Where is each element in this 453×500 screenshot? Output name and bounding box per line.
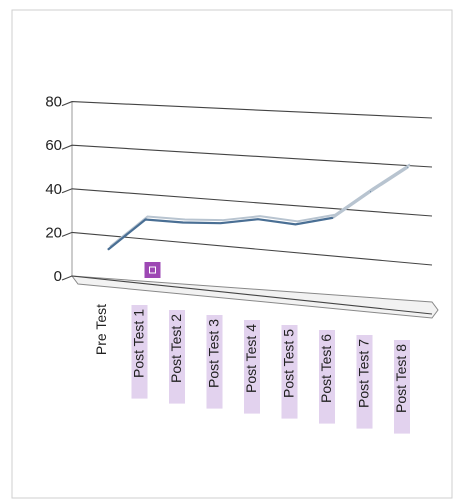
plot-area [61, 101, 439, 319]
x-tick-label: Post Test 8 [393, 344, 409, 413]
y-tick-label: 20 [45, 224, 62, 241]
data-point-5 [295, 223, 296, 225]
gridline-3 [61, 144, 433, 168]
y-tick-label: 0 [54, 268, 62, 285]
y-axis-tick-labels: 0 20 40 60 80 [45, 94, 62, 285]
data-point-2 [182, 222, 184, 224]
x-tick-highlight [281, 325, 298, 419]
x-tick-label: Post Test 6 [318, 334, 334, 403]
chart-border [11, 9, 453, 499]
x-tick-highlight [319, 330, 335, 424]
x-tick-highlight [244, 320, 260, 414]
data-point-3 [220, 222, 221, 224]
x-tick-label: Post Test 1 [131, 309, 147, 378]
x-tick-highlight [169, 310, 185, 404]
y-tick-label: 80 [45, 94, 62, 111]
series-ribbon-edge [109, 163, 411, 248]
x-tick-label: Post Test 2 [168, 314, 184, 383]
x-tick-label: Post Test 5 [281, 329, 297, 398]
selection-marker [144, 262, 161, 278]
x-tick-label: Pre Test [93, 304, 109, 355]
data-point-4 [257, 218, 259, 220]
x-tick-highlight [394, 340, 410, 434]
gridline-2 [61, 188, 433, 217]
selection-marker-inner [149, 266, 156, 274]
gridline-4 [61, 101, 433, 119]
x-tick-highlight [131, 305, 148, 399]
x-tick-highlight [356, 335, 373, 429]
x-axis-category-labels: Pre Test Post Test 1 Post Test 2 Post Test … [93, 262, 410, 434]
data-point-7 [370, 191, 371, 193]
data-point-0 [107, 249, 109, 251]
data-point-8 [407, 166, 409, 168]
y-tick-label: 40 [45, 181, 62, 198]
data-point-6 [332, 217, 334, 219]
chart-floor [70, 275, 439, 319]
gridline-0 [61, 275, 433, 315]
gridline-1 [61, 231, 433, 266]
y-tick-label: 60 [45, 137, 62, 154]
data-point-1 [145, 219, 146, 221]
x-tick-highlight [206, 315, 223, 409]
x-tick-label: Post Test 3 [206, 319, 222, 388]
x-tick-label: Post Test 4 [243, 324, 259, 393]
x-tick-label: Post Test 7 [356, 339, 372, 408]
